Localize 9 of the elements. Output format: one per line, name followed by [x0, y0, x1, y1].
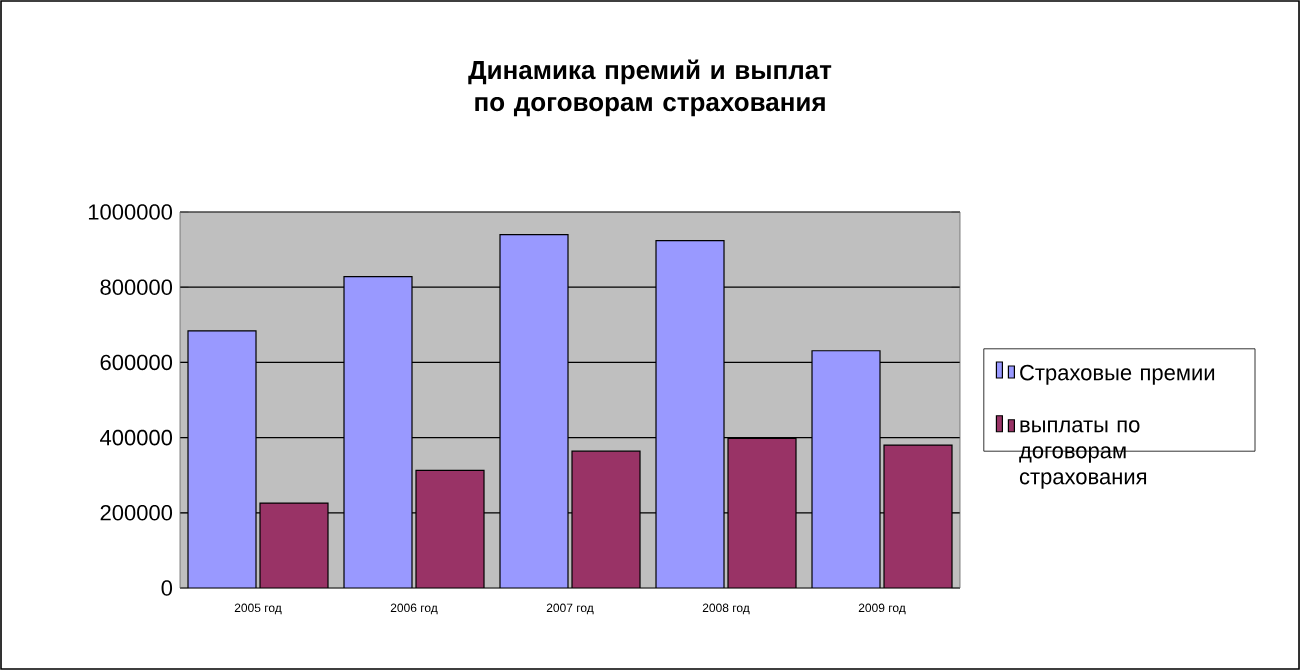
legend-label: Страховые премии — [1020, 364, 1215, 385]
legend-label: выплаты по договорам страхования — [1019, 420, 1147, 489]
y-tick-label: 1000000 — [88, 204, 173, 220]
y-tick-label: 400000 — [100, 429, 173, 446]
y-tick-label: 0 — [161, 580, 173, 596]
y-tick-label: 600000 — [100, 354, 173, 371]
chart-title: Динамика премий и выплат по договорам страхования — [468, 59, 832, 117]
y-tick-label: 800000 — [100, 279, 173, 295]
y-tick-label: 200000 — [100, 505, 173, 521]
